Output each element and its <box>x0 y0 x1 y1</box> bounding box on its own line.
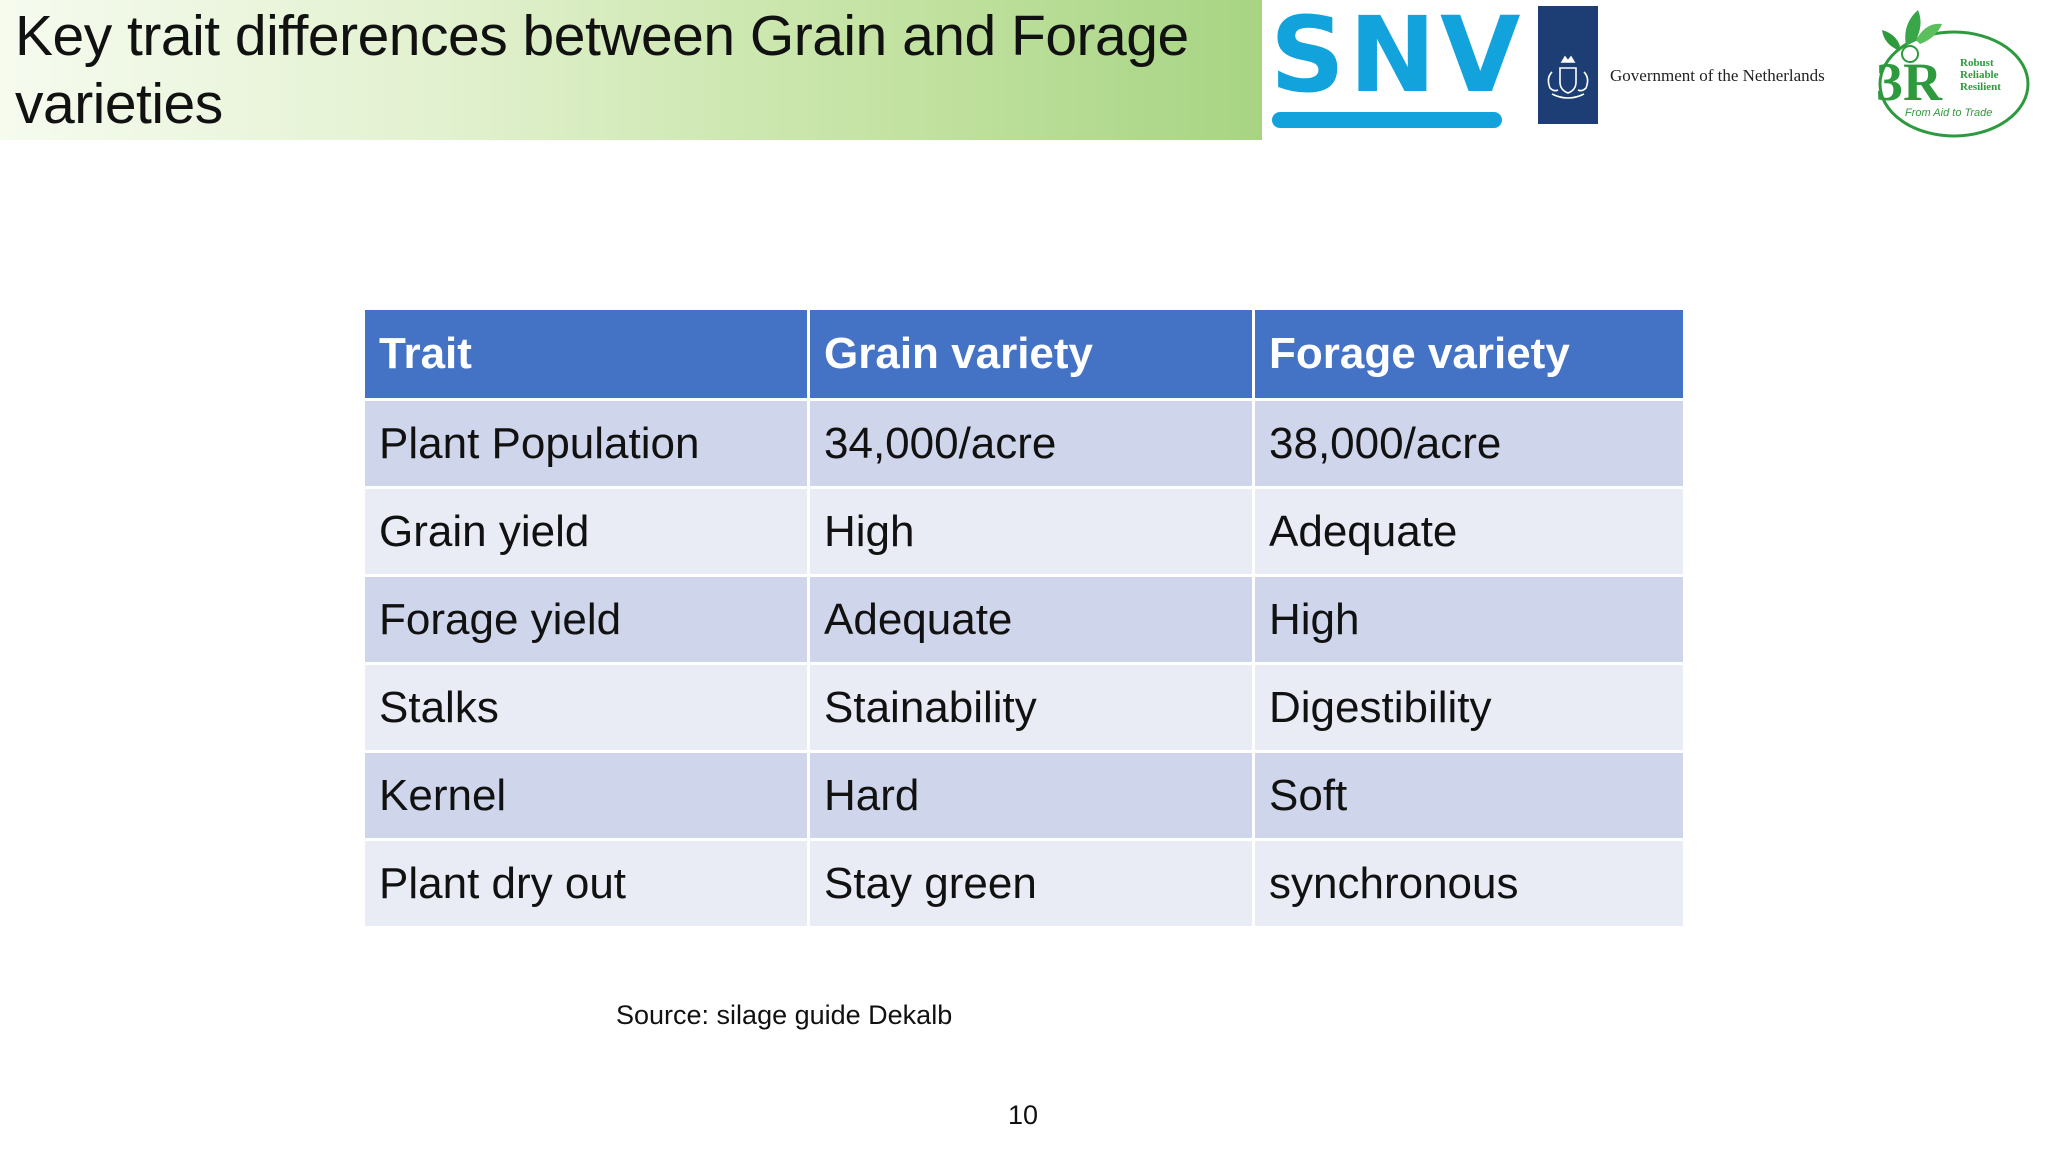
table-row: Kernel Hard Soft <box>362 750 1686 841</box>
3r-word-resilient: Resilient <box>1960 81 2001 93</box>
table-row: Plant dry out Stay green synchronous <box>362 838 1686 929</box>
trait-cell: Kernel <box>362 750 810 841</box>
table-row: Grain yield High Adequate <box>362 486 1686 577</box>
3r-tagline: From Aid to Trade <box>1905 107 1992 119</box>
trait-comparison-table: Trait Grain variety Forage variety Plant… <box>362 307 1686 929</box>
slide-title: Key trait differences between Grain and … <box>15 4 1189 136</box>
trait-cell: Plant Population <box>362 398 810 489</box>
table-row: Forage yield Adequate High <box>362 574 1686 665</box>
grain-cell: High <box>807 486 1255 577</box>
snv-logo-text: SNV <box>1270 0 1525 116</box>
grain-cell: Adequate <box>807 574 1255 665</box>
page-number: 10 <box>1008 1100 1039 1130</box>
forage-cell: Adequate <box>1252 486 1686 577</box>
table-header-row: Trait Grain variety Forage variety <box>362 307 1686 401</box>
forage-cell: High <box>1252 574 1686 665</box>
3r-logo-mark: 3R <box>1876 52 1943 112</box>
trait-cell: Forage yield <box>362 574 810 665</box>
grain-cell: 34,000/acre <box>807 398 1255 489</box>
header-trait: Trait <box>362 307 810 401</box>
snv-logo: SNV <box>1270 0 1520 132</box>
table-row: Stalks Stainability Digestibility <box>362 662 1686 753</box>
header-grain-variety: Grain variety <box>807 307 1255 401</box>
3r-word-reliable: Reliable <box>1960 69 1999 81</box>
table-row: Plant Population 34,000/acre 38,000/acre <box>362 398 1686 489</box>
grain-cell: Stay green <box>807 838 1255 929</box>
trait-cell: Grain yield <box>362 486 810 577</box>
forage-cell: Digestibility <box>1252 662 1686 753</box>
forage-cell: Soft <box>1252 750 1686 841</box>
grain-cell: Hard <box>807 750 1255 841</box>
grain-cell: Stainability <box>807 662 1255 753</box>
netherlands-coat-of-arms-icon <box>1538 6 1598 124</box>
3r-logo: 3R Robust Reliable Resilient From Aid to… <box>1872 0 2032 140</box>
government-of-netherlands-label: Government of the Netherlands <box>1610 66 1825 85</box>
forage-cell: synchronous <box>1252 838 1686 929</box>
source-citation: Source: silage guide Dekalb <box>616 1000 953 1030</box>
trait-cell: Plant dry out <box>362 838 810 929</box>
3r-word-robust: Robust <box>1960 57 1994 69</box>
snv-logo-underline <box>1272 112 1502 128</box>
header-forage-variety: Forage variety <box>1252 307 1686 401</box>
title-band <box>0 0 1262 140</box>
trait-cell: Stalks <box>362 662 810 753</box>
forage-cell: 38,000/acre <box>1252 398 1686 489</box>
